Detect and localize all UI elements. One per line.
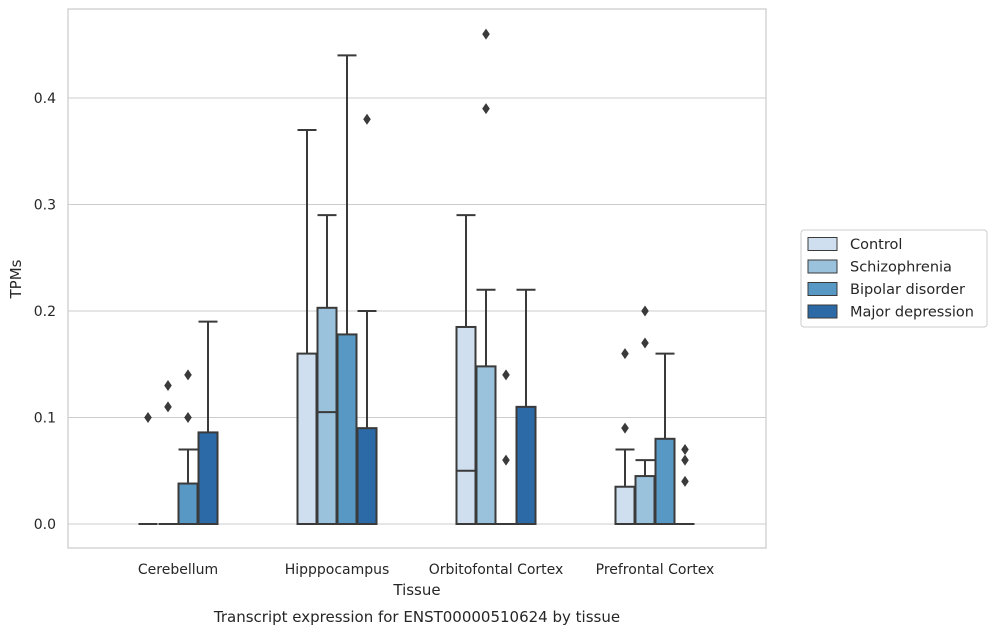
y-tick-label: 0.4: [34, 91, 56, 107]
outlier-point: [621, 348, 629, 360]
box-body: [356, 427, 378, 525]
box-body: [336, 333, 358, 525]
y-tick-labels: 0.0 0.1 0.2 0.3 0.4: [34, 91, 56, 533]
x-tick-label: Prefrontal Cortex: [596, 562, 715, 578]
box-body: [475, 365, 497, 525]
x-tick-label: Cerebellum: [138, 562, 218, 578]
box-body: [515, 405, 537, 526]
box-control: [138, 412, 158, 525]
box-body: [634, 475, 656, 526]
outlier-point: [184, 412, 192, 423]
box-body: [197, 431, 219, 525]
box-control: [614, 348, 636, 526]
legend: Control Schizophrenia Bipolar disorder Majo…: [800, 229, 988, 328]
outlier-point: [621, 422, 629, 434]
y-tick-label: 0.2: [34, 304, 56, 320]
y-tick-label: 0.0: [34, 517, 56, 533]
box-body: [177, 482, 199, 525]
box-bipolar-disorder: [336, 54, 358, 525]
y-axis-label: TPMs: [7, 259, 25, 299]
outlier-point: [482, 28, 490, 40]
legend-frame: [800, 229, 988, 328]
box-major-depression: [515, 288, 537, 526]
outlier-point: [681, 443, 689, 455]
legend-swatch: [807, 304, 838, 319]
box-major-depression: [356, 113, 378, 525]
box-schizophrenia: [158, 380, 178, 525]
outlier-point: [681, 454, 689, 466]
x-tick-labels: Cerebellum Hipppocampus Orbitofontal Corte…: [138, 562, 714, 578]
legend-swatch: [807, 282, 838, 296]
box-bipolar-disorder: [496, 369, 516, 525]
box-control: [296, 128, 318, 525]
outlier-point: [164, 380, 172, 392]
outlier-point: [641, 337, 649, 349]
box-major-depression: [675, 443, 695, 525]
legend-label: Major depression: [850, 305, 974, 321]
outlier-point: [641, 305, 649, 317]
legend-swatch: [807, 259, 838, 274]
y-tick-label: 0.1: [34, 411, 56, 427]
outlier-point: [363, 113, 371, 125]
box-schizophrenia: [475, 28, 497, 525]
y-tick-label: 0.3: [34, 198, 56, 214]
x-tick-label: Orbitofontal Cortex: [429, 562, 564, 578]
box-body: [296, 352, 318, 525]
legend-label: Schizophrenia: [850, 260, 952, 276]
outlier-point: [184, 369, 192, 381]
box-body: [614, 485, 636, 526]
box-layer: [138, 28, 695, 526]
outlier-point: [681, 475, 689, 487]
outlier-point: [502, 369, 510, 381]
box-body: [316, 306, 338, 525]
chart-caption: Transcript expression for ENST0000051062…: [213, 608, 620, 626]
plot-frame: [67, 8, 767, 549]
x-axis-label: Tissue: [392, 581, 440, 599]
outlier-point: [164, 401, 172, 413]
legend-swatch: [807, 237, 838, 251]
box-body: [654, 437, 676, 525]
box-bipolar-disorder: [654, 352, 676, 525]
box-control: [455, 214, 477, 525]
box-major-depression: [197, 320, 219, 525]
outlier-point: [502, 454, 510, 466]
box-schizophrenia: [634, 305, 656, 526]
box-body: [455, 325, 477, 525]
box-bipolar-disorder: [177, 369, 199, 525]
outlier-point: [482, 103, 490, 115]
outlier-point: [144, 412, 152, 423]
box-schizophrenia: [316, 214, 338, 525]
legend-label: Bipolar disorder: [850, 282, 965, 298]
x-tick-label: Hipppocampus: [285, 562, 390, 578]
legend-label: Control: [850, 237, 902, 253]
